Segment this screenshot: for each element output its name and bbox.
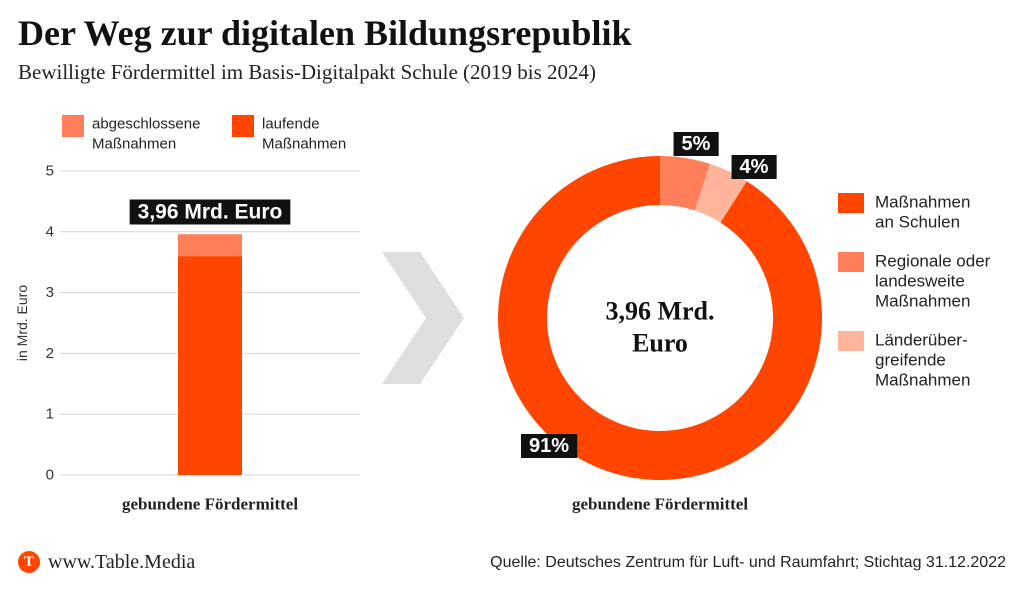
chart-title: Der Weg zur digitalen Bildungsrepublik	[18, 13, 632, 53]
bar-legend-swatch-0	[62, 115, 84, 137]
y-tick-label: 5	[46, 163, 54, 180]
bar-total-label-box	[129, 199, 291, 225]
y-tick-label: 0	[46, 467, 54, 484]
y-tick-label: 1	[46, 406, 54, 423]
donut-label-91-text: 91%	[529, 435, 569, 457]
donut-category-label: gebundene Fördermittel	[572, 495, 748, 514]
donut-slice-0	[498, 156, 822, 481]
bar-legend-label-1: Maßnahmen	[262, 136, 346, 153]
y-tick-label: 2	[46, 345, 54, 362]
donut-label-91-box	[520, 434, 578, 458]
donut-legend-swatch-0	[838, 193, 864, 213]
chevron-arrow-icon	[382, 252, 464, 384]
footer-brand: www.Table.Media	[48, 551, 196, 573]
bar-legend-label-0: abgeschlossene	[92, 116, 200, 133]
bar-segment-laufende	[178, 256, 242, 475]
donut-center-label: 3,96 Mrd.	[605, 297, 714, 326]
chart-area: 0 1 2 3 4 5 in Mrd. Euro 3,96 Mrd. Euro gebunden…	[14, 115, 991, 514]
donut-legend-label-2: Länderüber-	[875, 331, 968, 350]
y-axis-label: in Mrd. Euro	[14, 285, 30, 361]
bar-total-label-text: 3,96 Mrd. Euro	[138, 201, 283, 224]
donut-label-4-box	[731, 155, 777, 179]
bar-category-label: gebundene Fördermittel	[122, 495, 298, 514]
y-tick-label: 3	[46, 284, 54, 301]
table-media-logo: T	[18, 551, 40, 573]
donut-legend-swatch-2	[838, 331, 864, 351]
donut-label-5-box	[673, 132, 719, 156]
donut-slice-1	[660, 156, 711, 211]
bar-legend-label-0: Maßnahmen	[92, 136, 176, 153]
donut-legend-label-1: Regionale oder	[875, 252, 991, 271]
y-tick-label: 4	[46, 223, 54, 240]
bar-legend-swatch-1	[232, 115, 254, 137]
donut-legend-label-2: Maßnahmen	[875, 371, 970, 390]
donut-center-label: Euro	[632, 329, 688, 358]
donut-legend-label-0: Maßnahmen	[875, 193, 970, 212]
bar-segment-abgeschlossene	[178, 234, 242, 257]
donut-legend-label-0: an Schulen	[875, 213, 960, 232]
donut-legend-label-1: landesweite	[875, 272, 965, 291]
donut-legend-swatch-1	[838, 252, 864, 272]
bar-legend-label-1: laufende	[262, 116, 320, 133]
donut-label-4-text: 4%	[740, 156, 769, 178]
donut-legend-label-2: greifende	[875, 351, 946, 370]
donut-label-5-text: 5%	[682, 133, 711, 155]
footer-source: Quelle: Deutsches Zentrum für Luft- und …	[490, 554, 1006, 571]
donut-legend-label-1: Maßnahmen	[875, 292, 970, 311]
chart-subtitle: Bewilligte Fördermittel im Basis-Digital…	[18, 60, 597, 84]
